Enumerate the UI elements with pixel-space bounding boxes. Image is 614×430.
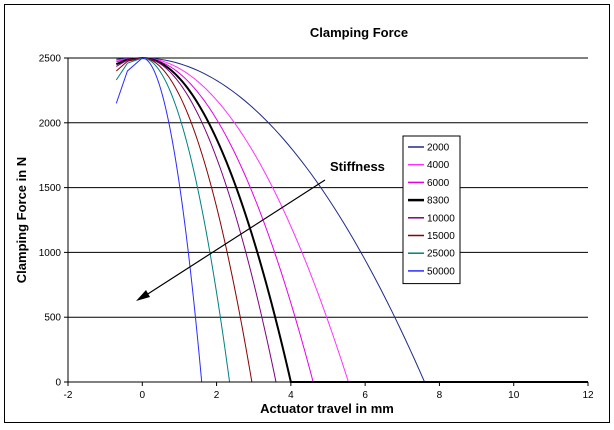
legend: 2000 4000 6000 8300 10000 15000 25000 50000: [402, 135, 461, 285]
series-lines: [115, 56, 588, 383]
x-tick-label-4: 6: [362, 390, 368, 401]
legend-label-4000: 4000: [427, 160, 450, 171]
chart-border: [4, 4, 610, 423]
legend-label-10000: 10000: [427, 213, 455, 224]
legend-label-50000: 50000: [427, 266, 455, 277]
x-tick-label-2: 2: [214, 390, 220, 401]
x-tick-label-3: 4: [288, 390, 294, 401]
series-line-50000: [115, 57, 588, 383]
x-tick-label-1: 0: [140, 390, 146, 401]
stiffness-arrow-head: [136, 290, 150, 301]
y-tick-label-4: 2000: [39, 118, 62, 129]
x-tick-label-7: 12: [582, 390, 594, 401]
y-tick-label-5: 2500: [39, 54, 62, 65]
legend-label-2000: 2000: [427, 143, 450, 154]
x-axis-title: Actuator travel in mm: [260, 401, 394, 416]
series-line-6000: [116, 57, 588, 383]
chart-title: Clamping Force: [310, 25, 408, 40]
series-line-15000: [115, 57, 588, 383]
y-tick-label-2: 1000: [39, 248, 62, 259]
axes: [64, 57, 589, 386]
series-line-10000: [116, 57, 588, 383]
gridlines: [68, 57, 588, 318]
series-line-2000: [116, 57, 588, 383]
y-axis-title: Clamping Force in N: [14, 157, 29, 283]
series-line-4000: [116, 57, 588, 383]
y-tick-labels: 0 500 1000 1500 2000 2500: [39, 54, 62, 389]
x-tick-label-6: 10: [508, 390, 520, 401]
y-tick-label-3: 1500: [39, 183, 62, 194]
series-line-25000: [115, 57, 588, 383]
stiffness-label: Stiffness: [330, 159, 385, 174]
stiffness-arrow-line: [139, 179, 326, 300]
x-tick-label-0: -2: [64, 390, 73, 401]
stiffness-annotation: Stiffness: [136, 159, 385, 301]
legend-label-15000: 15000: [427, 231, 455, 242]
legend-label-8300: 8300: [427, 196, 450, 207]
legend-label-6000: 6000: [427, 178, 450, 189]
legend-box: [402, 135, 461, 285]
legend-label-25000: 25000: [427, 249, 455, 260]
x-tick-label-5: 8: [437, 390, 443, 401]
y-tick-label-1: 500: [44, 313, 61, 324]
series-line-8300: [115, 56, 588, 383]
y-tick-label-0: 0: [55, 378, 61, 389]
x-tick-labels: -2 0 2 4 6 8 10 12: [64, 390, 594, 401]
